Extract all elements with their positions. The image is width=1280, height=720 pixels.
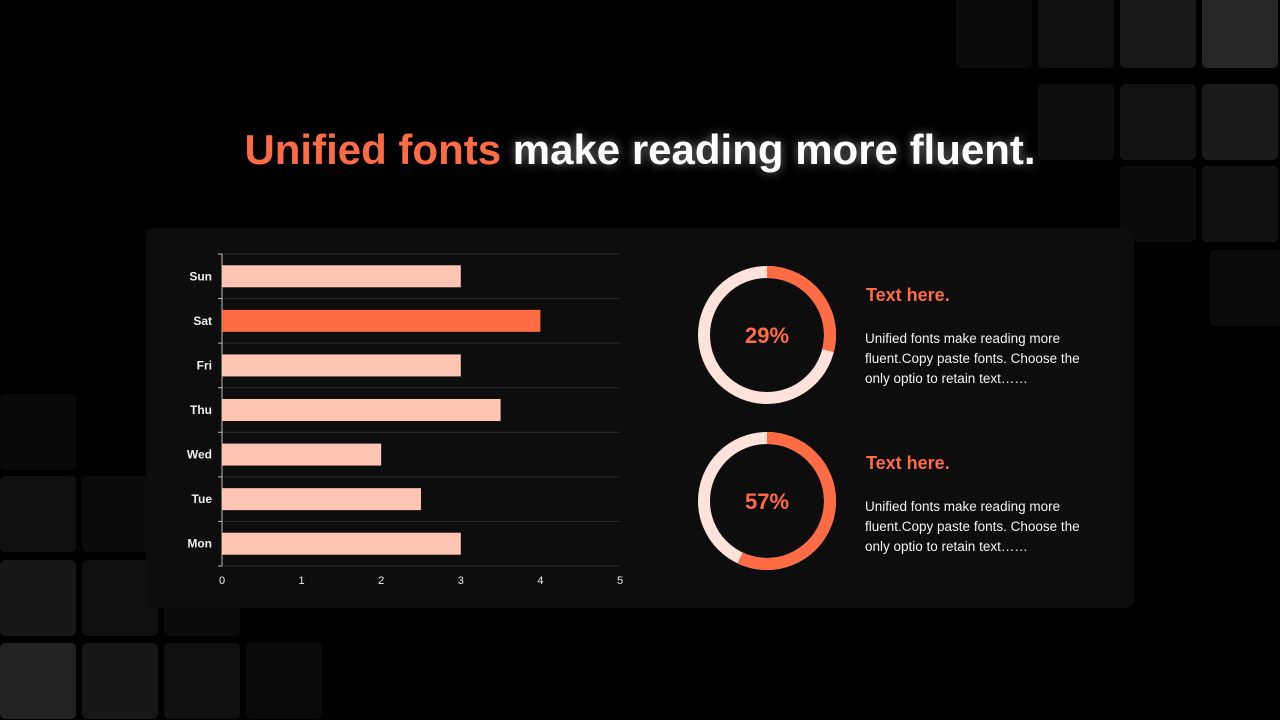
donut-chart-2 xyxy=(698,432,836,570)
x-tick-label: 5 xyxy=(617,575,623,587)
bar-sun xyxy=(222,265,461,288)
card-text-2: Unified fonts make reading more fluent.C… xyxy=(865,499,1080,554)
bg-tile xyxy=(1120,166,1196,242)
bar-chart: Sun Sat Fri Thu Wed Tue Mon 0 1 2 3 4 5 xyxy=(187,253,623,587)
bg-tile xyxy=(1202,0,1278,68)
bg-tile xyxy=(246,643,322,719)
x-tick-label: 4 xyxy=(537,575,543,587)
donut-percent-1: 29% xyxy=(744,323,790,348)
bg-tile xyxy=(1202,166,1278,242)
bg-tile xyxy=(0,476,76,552)
bg-tile xyxy=(1120,84,1196,160)
bar-thu xyxy=(222,399,501,421)
bg-tile xyxy=(82,643,158,719)
y-tick-label: Fri xyxy=(197,358,212,372)
card-text-1: Unified fonts make reading more fluent.C… xyxy=(865,331,1080,386)
card-title-2: Text here. xyxy=(866,453,950,473)
bg-tile xyxy=(1210,250,1280,326)
title-highlight: Unified fonts xyxy=(244,126,502,173)
x-tick-label: 2 xyxy=(378,575,384,587)
bar-fri xyxy=(222,354,461,377)
y-tick-label: Wed xyxy=(187,448,212,462)
bg-tile xyxy=(0,560,76,636)
bar-mon xyxy=(222,532,461,555)
bg-tile xyxy=(164,643,240,719)
bg-tile xyxy=(1202,84,1278,160)
bg-tile xyxy=(956,0,1032,68)
bar-wed xyxy=(222,443,382,466)
x-tick-label: 0 xyxy=(219,575,225,587)
slide-title: Unified fonts make reading more fluent. xyxy=(0,126,1280,174)
card-title-1: Text here. xyxy=(866,285,950,305)
x-tick-label: 3 xyxy=(458,575,464,587)
y-tick-label: Sun xyxy=(189,269,212,283)
y-tick-label: Thu xyxy=(190,403,212,417)
bg-tile xyxy=(82,560,158,636)
bar-sat xyxy=(222,309,541,332)
bg-tile xyxy=(1120,0,1196,68)
bar-tue xyxy=(222,488,421,511)
bg-tile xyxy=(82,476,158,552)
donut-arc xyxy=(698,432,836,570)
y-tick-label: Mon xyxy=(187,537,212,551)
y-tick-label: Tue xyxy=(192,492,213,506)
bg-tile xyxy=(0,394,76,470)
bg-tile xyxy=(1038,0,1114,68)
x-tick-label: 1 xyxy=(299,575,305,587)
y-tick-label: Sat xyxy=(193,314,212,328)
donut-percent-2: 57% xyxy=(744,489,790,514)
donut-chart-1 xyxy=(698,266,836,404)
title-rest: make reading more fluent. xyxy=(501,126,1036,173)
donut-arc xyxy=(698,266,836,404)
bg-tile xyxy=(1038,84,1114,160)
bg-tile xyxy=(0,643,76,719)
